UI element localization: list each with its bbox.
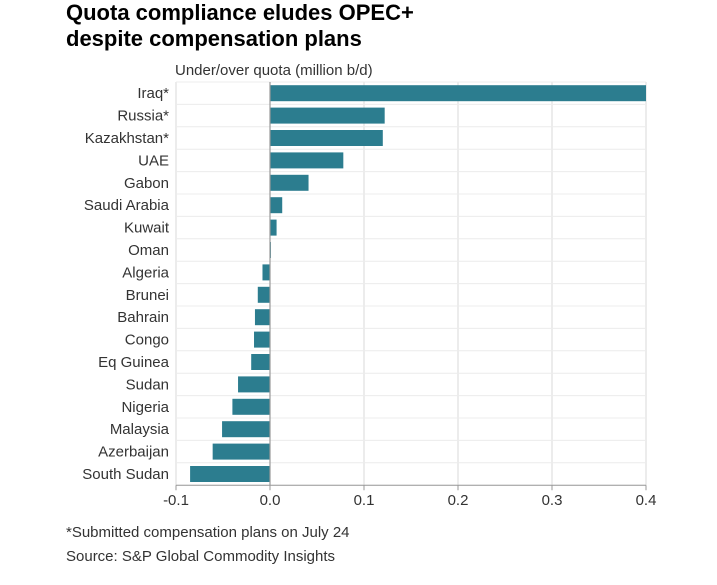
bar: [254, 309, 270, 326]
category-label: Bahrain: [117, 309, 169, 326]
chart-title: Quota compliance eludes OPEC+ despite co…: [66, 0, 706, 52]
bar: [270, 219, 277, 236]
category-label: Iraq*: [137, 85, 169, 102]
bar: [262, 264, 270, 281]
x-tick-label: 0.1: [354, 492, 375, 509]
bar: [270, 152, 344, 169]
category-label: Nigeria: [121, 399, 169, 416]
category-label: Eq Guinea: [98, 354, 170, 371]
source-note: Source: S&P Global Commodity Insights: [66, 548, 336, 565]
category-label: Gabon: [124, 175, 169, 192]
chart-title-line-2: despite compensation plans: [66, 26, 362, 51]
x-tick-label: -0.1: [163, 492, 189, 509]
axis-caption: Under/over quota (million b/d): [175, 62, 373, 79]
bar: [238, 376, 270, 393]
bar: [190, 466, 270, 482]
category-label: Congo: [125, 332, 169, 349]
category-label: Azerbaijan: [98, 444, 169, 461]
x-tick-label: 0.2: [448, 492, 469, 509]
x-tick-label: 0.3: [542, 492, 563, 509]
category-label: Kuwait: [124, 220, 170, 237]
category-label: Saudi Arabia: [84, 197, 170, 214]
category-label: UAE: [138, 152, 169, 169]
category-label: Russia*: [117, 108, 169, 125]
bar: [270, 130, 383, 146]
category-label: Malaysia: [110, 421, 170, 438]
footnote: *Submitted compensation plans on July 24: [66, 524, 350, 541]
category-label: Oman: [128, 242, 169, 259]
x-tick-label: 0.4: [636, 492, 657, 509]
bar: [270, 107, 385, 124]
category-label: South Sudan: [82, 466, 169, 483]
x-tick-label: 0.0: [260, 492, 281, 509]
category-label: Sudan: [126, 376, 169, 393]
bar: [270, 85, 646, 102]
bar: [222, 421, 270, 438]
category-label: Kazakhstan*: [85, 130, 169, 147]
bar: [270, 197, 283, 214]
bar: [257, 286, 270, 303]
bar: [254, 331, 270, 348]
category-label: Brunei: [126, 287, 169, 304]
bar: [212, 443, 270, 460]
bar: [232, 398, 270, 415]
category-label: Algeria: [122, 264, 169, 281]
bar: [251, 354, 270, 370]
chart-title-line-1: Quota compliance eludes OPEC+: [66, 0, 414, 25]
bar: [270, 174, 309, 191]
